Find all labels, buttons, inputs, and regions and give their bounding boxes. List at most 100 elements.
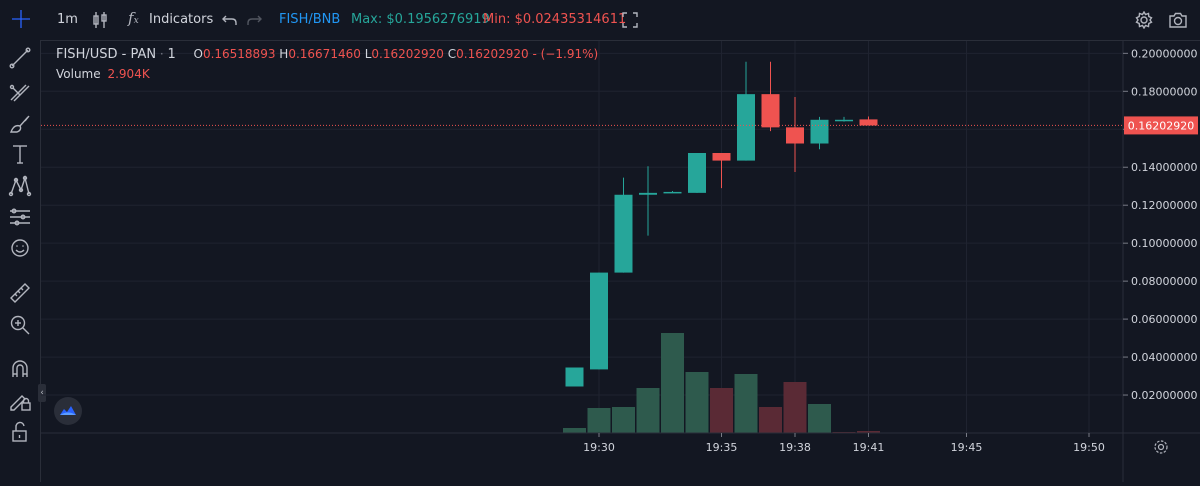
camera-icon[interactable] bbox=[1168, 12, 1188, 28]
y-tick-label: 0.04000000 bbox=[1131, 351, 1197, 364]
x-tick-label: 19:35 bbox=[706, 441, 738, 454]
x-tick-label: 19:41 bbox=[853, 441, 885, 454]
candle-body bbox=[737, 94, 755, 161]
legend-change: - (−1.91%) bbox=[532, 47, 599, 61]
candle bbox=[712, 153, 731, 189]
legend-symbol[interactable]: FISH/USD - PAN bbox=[56, 47, 157, 62]
y-tick-label: 0.14000000 bbox=[1131, 161, 1197, 174]
y-tick-label: 0.02000000 bbox=[1131, 389, 1197, 402]
candle-body bbox=[663, 191, 682, 194]
y-tick-label: 0.18000000 bbox=[1131, 85, 1197, 98]
legend-o-value: 0.16518893 bbox=[202, 47, 276, 61]
max-price-label: Max: $0.1956276919 bbox=[351, 12, 490, 27]
pair-link[interactable]: FISH/BNB bbox=[279, 12, 341, 27]
x-tick-label: 19:30 bbox=[583, 441, 615, 454]
fullscreen-icon[interactable] bbox=[622, 12, 638, 28]
y-tick-label: 0.06000000 bbox=[1131, 313, 1197, 326]
volume-value: 2.904K bbox=[107, 67, 150, 81]
top-toolbar: 1m fx Indicators FISH/BNB Max: $0.195627… bbox=[0, 0, 1200, 41]
measure-icon[interactable] bbox=[8, 205, 32, 229]
candle bbox=[835, 116, 853, 122]
legend-o-label: O bbox=[193, 47, 203, 61]
volume-bar bbox=[857, 431, 880, 433]
lock-draw-icon[interactable] bbox=[8, 388, 32, 412]
axis-settings-gear-icon[interactable] bbox=[1154, 440, 1168, 454]
candle bbox=[786, 97, 804, 172]
volume-bar bbox=[710, 388, 733, 433]
candle-body bbox=[614, 194, 633, 273]
candle bbox=[761, 61, 780, 132]
crosshair-icon[interactable] bbox=[10, 8, 32, 30]
candle bbox=[639, 166, 657, 236]
emoji-icon[interactable] bbox=[8, 236, 32, 260]
unlock-icon[interactable] bbox=[8, 420, 32, 444]
legend-l-value: 0.16202920 bbox=[371, 47, 444, 61]
indicators-fx-icon[interactable]: fx bbox=[128, 9, 139, 27]
pattern-icon[interactable] bbox=[8, 174, 32, 198]
volume-bar bbox=[734, 374, 758, 433]
candle-body bbox=[761, 94, 780, 128]
candle bbox=[614, 177, 633, 273]
ruler-icon[interactable] bbox=[8, 281, 32, 305]
text-icon[interactable] bbox=[8, 142, 32, 166]
candle-body bbox=[688, 153, 706, 193]
last-price-tag-box bbox=[1124, 116, 1198, 135]
volume-bar bbox=[759, 407, 782, 433]
chart-area[interactable]: 0.200000000.180000000.160000000.14000000… bbox=[41, 41, 1200, 482]
zoom-in-icon[interactable] bbox=[8, 313, 32, 337]
candle-body bbox=[835, 119, 853, 122]
fib-icon[interactable] bbox=[8, 80, 32, 104]
price-chart[interactable]: 0.200000000.180000000.160000000.14000000… bbox=[41, 41, 1200, 482]
x-tick-label: 19:38 bbox=[779, 441, 811, 454]
volume-bar bbox=[783, 382, 807, 433]
collapse-toolbar-button[interactable]: ‹ bbox=[38, 384, 46, 402]
brush-icon[interactable] bbox=[8, 112, 32, 136]
candle-body bbox=[639, 192, 657, 195]
last-price-tag-text: 0.16202920 bbox=[1128, 119, 1194, 132]
min-price-label: Min: $0.02435314611 bbox=[483, 12, 627, 27]
volume-bar bbox=[636, 388, 660, 433]
legend-l-label: L bbox=[364, 47, 372, 61]
legend-interval: 1 bbox=[167, 47, 176, 62]
legend-ohlc-row: FISH/USD - PAN · 1 O0.16518893 H0.166714… bbox=[56, 47, 599, 62]
candle bbox=[810, 116, 829, 150]
trendline-icon[interactable] bbox=[8, 46, 32, 70]
legend-c-label: C bbox=[447, 47, 457, 61]
volume-bar bbox=[563, 428, 586, 433]
candle bbox=[663, 190, 682, 194]
candle-body bbox=[810, 119, 829, 144]
settings-gear-icon[interactable] bbox=[1135, 10, 1153, 30]
y-tick-label: 0.12000000 bbox=[1131, 199, 1197, 212]
candle bbox=[737, 61, 755, 161]
volume-bar bbox=[685, 372, 709, 433]
magnet-icon[interactable] bbox=[8, 357, 32, 381]
price-axis: 0.200000000.180000000.160000000.14000000… bbox=[1123, 47, 1197, 402]
grid-lines bbox=[41, 41, 1123, 433]
candle-body bbox=[712, 153, 731, 161]
legend-h-label: H bbox=[279, 47, 289, 61]
tradingview-logo-icon[interactable] bbox=[54, 397, 82, 425]
candles bbox=[565, 61, 878, 387]
time-axis: 19:30 19:35 19:38 19:41 19:45 19:50 bbox=[583, 433, 1105, 454]
volume-bar bbox=[587, 408, 611, 433]
y-tick-label: 0.08000000 bbox=[1131, 275, 1197, 288]
redo-icon[interactable] bbox=[246, 12, 262, 26]
candle bbox=[688, 153, 706, 193]
candle-body bbox=[859, 119, 878, 126]
drawing-toolbar: ‹ bbox=[0, 40, 46, 482]
chart-style-candles-icon[interactable] bbox=[92, 11, 108, 29]
candle-body bbox=[565, 367, 584, 387]
y-tick-label: 0.20000000 bbox=[1131, 47, 1197, 60]
candle bbox=[859, 116, 878, 126]
indicators-button[interactable]: Indicators bbox=[149, 12, 214, 27]
volume-bar bbox=[612, 407, 635, 433]
volume-label[interactable]: Volume bbox=[56, 67, 101, 81]
legend-c-value: 0.16202920 bbox=[456, 47, 529, 61]
y-tick-label: 0.10000000 bbox=[1131, 237, 1197, 250]
candle bbox=[590, 272, 608, 370]
interval-button[interactable]: 1m bbox=[57, 12, 78, 27]
volume-bars bbox=[563, 333, 880, 433]
volume-bar bbox=[661, 333, 684, 433]
candle bbox=[565, 367, 584, 387]
undo-icon[interactable] bbox=[222, 12, 238, 26]
